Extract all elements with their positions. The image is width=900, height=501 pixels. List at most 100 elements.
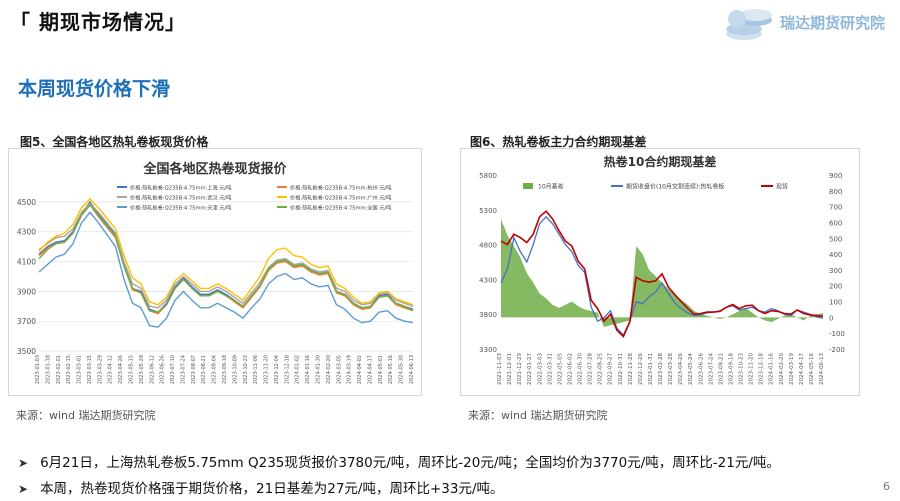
- legend-label: 价格:热轧板卷:Q235B:4.75mm:武汉 元/吨: [130, 194, 231, 202]
- x-tick-label: 2023-10-09: [232, 355, 238, 384]
- x-tick-label: 2024-02-20: [779, 353, 785, 385]
- y2-tick-label: 300: [829, 267, 842, 275]
- x-tick-label: 2023-04-12: [108, 355, 114, 384]
- x-tick-label: 2022-08-25: [598, 353, 604, 385]
- x-tick-label: 2023-11-20: [749, 353, 755, 385]
- x-tick-label: 2022-10-31: [618, 353, 624, 385]
- bullet-arrow-icon: ➤: [18, 456, 29, 470]
- bullet-text: 6月21日，上海热轧卷板5.75mm Q235现货报价3780元/吨，周环比-2…: [40, 455, 780, 471]
- logo-text: 瑞达期货研究院: [780, 14, 886, 32]
- y2-tick-label: 100: [829, 299, 842, 307]
- y-tick-label: 3500: [17, 347, 36, 356]
- regional-price-chart: 全国各地区热卷现货报价 3500 3700 3900 4100 4300 4500 2023-…: [17, 161, 415, 384]
- figure-6-source: 来源：wind 瑞达期货研究院: [468, 409, 608, 422]
- x-tick-label: 2023-03-29: [97, 355, 103, 384]
- series-line: [38, 211, 414, 328]
- x-tick-label: 2024-03-19: [789, 353, 795, 385]
- legend-label: 价格:热轧板卷:Q235B:4.75mm:杭州 元/吨: [290, 184, 391, 192]
- x-tick-label: 2023-09-04: [212, 355, 218, 384]
- x-tick-label: 2024-06-13: [409, 355, 415, 384]
- x-tick-label: 2023-10-23: [243, 355, 249, 384]
- x-tick-label: 2023-04-26: [678, 353, 684, 385]
- y-tick-label: 3300: [479, 346, 497, 354]
- x-tick-label: 2023-08-07: [191, 355, 197, 384]
- y2-tick-label: -200: [829, 346, 845, 354]
- page-title: 「 期现市场情况」: [10, 10, 186, 34]
- x-tick-label: 2022-06-02: [567, 353, 573, 385]
- regional-price-chart-panel: 全国各地区热卷现货报价 3500 3700 3900 4100 4300 4500 2023-…: [8, 148, 422, 396]
- x-tick-label: 2024-02-20: [326, 355, 332, 384]
- x-tick-label: 2022-03-31: [547, 353, 553, 385]
- series-line: [38, 203, 414, 313]
- y-tick-label: 4100: [17, 258, 36, 267]
- x-tick-label: 2023-02-15: [66, 355, 72, 384]
- legend-label: 期货收盘价(10月交割连续):热轧卷板: [626, 183, 724, 191]
- x-tick-label: 2023-01-31: [648, 353, 654, 385]
- x-tick-label: 2024-03-05: [336, 355, 342, 384]
- x-tick-label: 2021-12-29: [517, 353, 523, 385]
- x-tick-label: 2023-07-24: [708, 353, 714, 385]
- x-tick-label: 2021-11-03: [497, 353, 503, 385]
- x-tick-label: 2022-03-03: [537, 353, 543, 385]
- figure-5-caption: 图5、全国各地区热轧卷板现货价格: [20, 135, 209, 149]
- x-tick-label: 2023-10-23: [739, 353, 745, 385]
- legend-label: 现货: [776, 183, 788, 191]
- y2-tick-label: 500: [829, 235, 842, 243]
- figure-6-caption: 图6、热轧卷板主力合约期现基差: [470, 135, 647, 149]
- x-tick-label: 2023-11-20: [264, 355, 270, 384]
- x-tick-label: 2023-12-18: [759, 353, 765, 385]
- x-tick-label: 2023-06-26: [160, 355, 166, 384]
- bullet-arrow-icon: ➤: [18, 482, 29, 496]
- x-tick-label: 2022-11-28: [628, 353, 634, 385]
- x-tick-label: 2024-04-17: [367, 355, 373, 384]
- y-tick-label: 3900: [17, 287, 36, 296]
- bullet-text: 本周，热卷现货价格强于期货价格，21日基差为27元/吨，周环比+33元/吨。: [40, 481, 504, 497]
- x-tick-label: 2022-09-27: [608, 353, 614, 385]
- x-tick-label: 2024-04-02: [357, 355, 363, 384]
- x-tick-label: 2023-03-15: [87, 355, 93, 384]
- series-line: [38, 203, 414, 315]
- x-tick-label: 2024-05-01: [378, 355, 384, 384]
- y2-tick-label: 200: [829, 283, 842, 291]
- x-tick-label: 2022-12-26: [638, 353, 644, 385]
- x-tick-label: 2024-05-16: [809, 353, 815, 385]
- x-tick-label: 2023-02-01: [56, 355, 62, 384]
- x-tick-label: 2023-06-12: [149, 355, 155, 384]
- chart-title: 热卷10合约期现基差: [604, 154, 717, 169]
- legend-label: 10月基差: [538, 183, 564, 191]
- y-tick-label: 3800: [479, 311, 497, 319]
- x-tick-label: 2024-04-17: [799, 353, 805, 385]
- coins-logo-icon: [726, 9, 772, 40]
- x-tick-label: 2024-01-16: [305, 355, 311, 384]
- x-tick-label: 2022-05-05: [557, 353, 563, 385]
- y2-tick-label: 900: [829, 172, 842, 180]
- x-tick-label: 2021-12-01: [507, 353, 513, 385]
- figure-5-source: 来源：wind 瑞达期货研究院: [16, 409, 156, 422]
- x-tick-label: 2023-01-03: [35, 355, 41, 384]
- x-tick-label: 2023-03-01: [77, 355, 83, 384]
- x-tick-label: 2023-05-29: [139, 355, 145, 384]
- y2-tick-label: 600: [829, 219, 842, 227]
- y-tick-label: 4800: [479, 242, 497, 250]
- x-tick-label: 2024-01-30: [316, 355, 322, 384]
- y-tick-label: 4300: [479, 276, 497, 284]
- x-tick-label: 2024-01-16: [769, 353, 775, 385]
- x-tick-label: 2023-07-10: [170, 355, 176, 384]
- y-tick-label: 4500: [17, 198, 36, 207]
- y2-tick-label: 400: [829, 251, 842, 259]
- legend-label: 价格:热轧板卷:Q235B:4.75mm:天津 元/吨: [130, 204, 231, 212]
- x-tick-label: 2022-01-27: [527, 353, 533, 385]
- x-tick-label: 2023-09-18: [222, 355, 228, 384]
- basis-chart: 热卷10合约期现基差 3300 3800 4300 4800 5300 5800 -200 -1…: [479, 154, 845, 385]
- series-line: [500, 215, 824, 337]
- y2-tick-label: 700: [829, 204, 842, 212]
- chart-title: 全国各地区热卷现货报价: [142, 161, 287, 177]
- x-tick-label: 2022-07-28: [588, 353, 594, 385]
- x-tick-label: 2023-06-26: [698, 353, 704, 385]
- x-tick-label: 2024-05-16: [388, 355, 394, 384]
- y-tick-label: 5800: [479, 172, 497, 180]
- y2-tick-label: 800: [829, 188, 842, 196]
- legend-swatch: [523, 183, 533, 189]
- series-line: [500, 210, 824, 338]
- bullet-item: ➤ 本周，热卷现货价格强于期货价格，21日基差为27元/吨，周环比+33元/吨。: [18, 477, 504, 497]
